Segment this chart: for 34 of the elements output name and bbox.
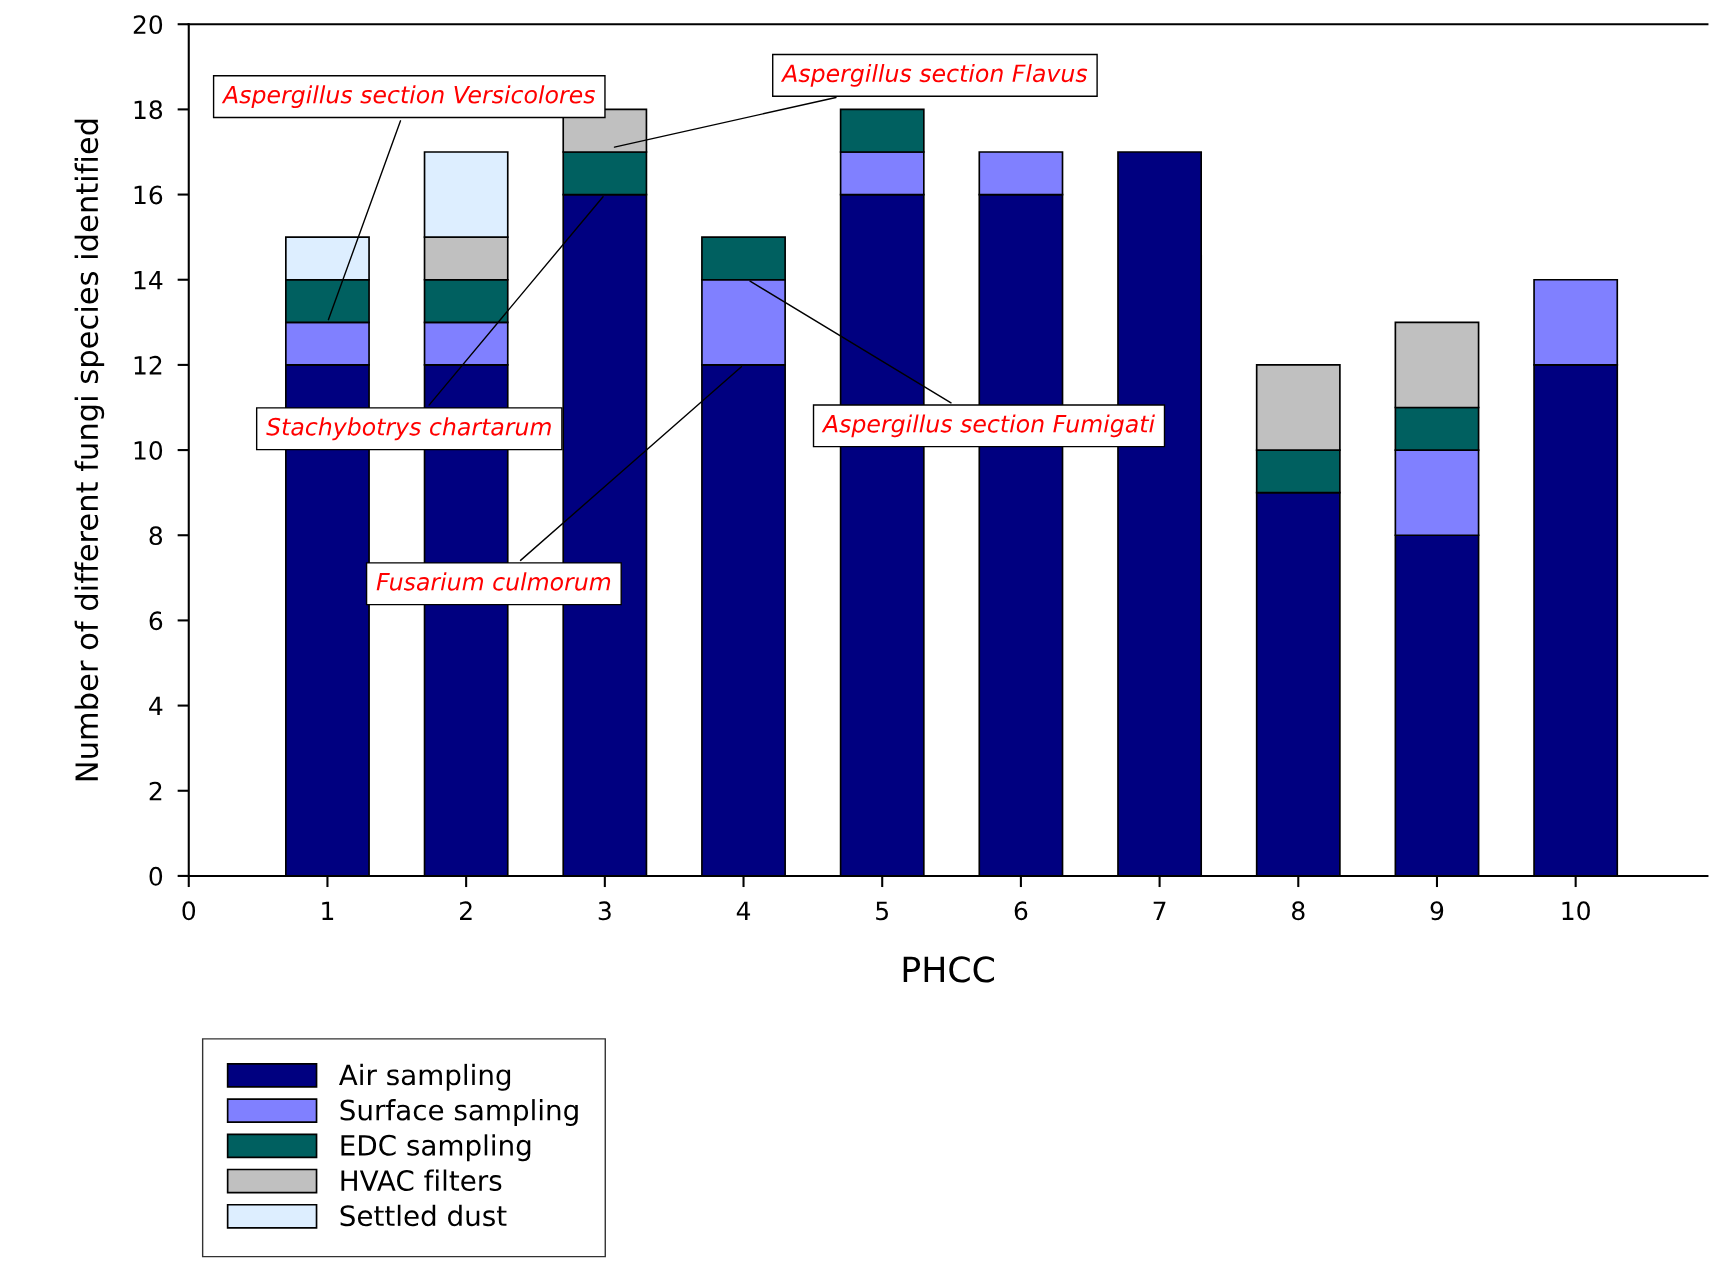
x-tick-label: 10 xyxy=(1562,901,1590,921)
y-tick-label: 12 xyxy=(134,355,162,375)
x-axis-title: PHCC xyxy=(903,956,994,983)
y-tick-label: 16 xyxy=(134,185,163,205)
annotation: Aspergillus section Flavus xyxy=(780,63,1088,87)
x-tick-label: 6 xyxy=(1014,901,1028,921)
y-tick-label: 2 xyxy=(149,781,162,801)
legend-label: HVAC filters xyxy=(341,1169,502,1192)
y-tick-label: 14 xyxy=(134,271,163,290)
legend-label: Settled dust xyxy=(340,1204,507,1227)
x-tick-label: 3 xyxy=(598,901,611,921)
annotation: Aspergillus section Fumigati xyxy=(821,414,1155,438)
x-tick-label: 0 xyxy=(182,901,196,921)
y-tick-label: 10 xyxy=(134,441,163,460)
x-tick-label: 7 xyxy=(1153,901,1166,920)
y-tick-label: 6 xyxy=(149,611,163,631)
y-tick-label: 20 xyxy=(133,15,163,35)
x-tick-label: 2 xyxy=(460,901,472,920)
y-tick-label: 0 xyxy=(149,866,163,886)
annotation: Fusarium culmorum xyxy=(376,572,611,591)
x-tick-label: 4 xyxy=(736,901,751,920)
legend-label: EDC sampling xyxy=(341,1134,531,1162)
y-tick-label: 4 xyxy=(149,696,163,716)
y-tick-label: 8 xyxy=(149,526,163,546)
annotation: Stachybotrys chartarum xyxy=(266,417,551,441)
x-tick-label: 8 xyxy=(1292,901,1305,921)
x-tick-label: 1 xyxy=(322,901,334,920)
x-tick-label: 9 xyxy=(1430,901,1444,921)
legend-label: Surface sampling xyxy=(340,1099,578,1126)
annotation: Aspergillus section Versicolores xyxy=(221,85,596,109)
y-tick-label: 18 xyxy=(134,100,163,120)
x-tick-label: 5 xyxy=(876,901,888,921)
legend-label: Air sampling xyxy=(338,1063,511,1091)
y-axis-title: Number of different fungi species identified xyxy=(74,119,105,781)
